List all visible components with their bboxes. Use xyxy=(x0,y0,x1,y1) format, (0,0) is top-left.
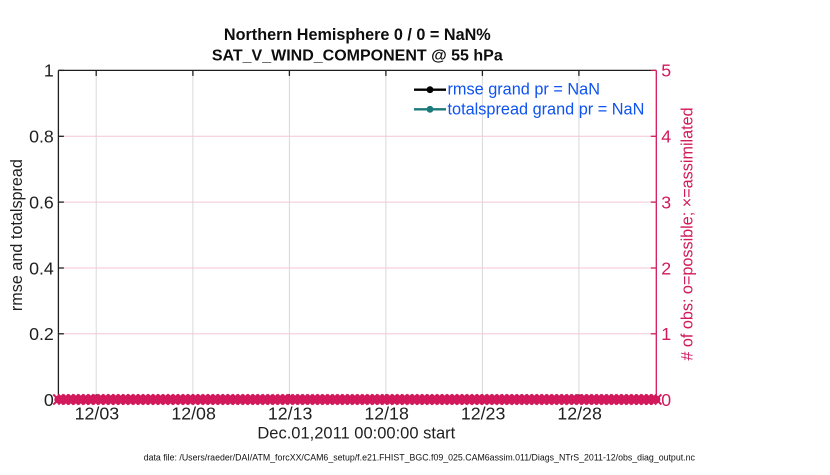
svg-text:rmse and totalspread: rmse and totalspread xyxy=(8,159,26,311)
svg-text:1: 1 xyxy=(661,324,671,344)
svg-text:12/03: 12/03 xyxy=(75,403,120,423)
svg-text:# of obs: o=possible; ×=assimi: # of obs: o=possible; ×=assimilated xyxy=(679,107,697,360)
svg-text:0.4: 0.4 xyxy=(29,258,54,278)
svg-text:Northern Hemisphere 0 / 0 = Na: Northern Hemisphere 0 / 0 = NaN% xyxy=(224,26,491,44)
svg-text:0: 0 xyxy=(661,390,671,410)
svg-text:3: 3 xyxy=(661,192,671,212)
svg-text:SAT_V_WIND_COMPONENT @ 55 hPa: SAT_V_WIND_COMPONENT @ 55 hPa xyxy=(212,47,503,64)
svg-text:rmse grand pr = NaN: rmse grand pr = NaN xyxy=(448,81,600,99)
svg-text:5: 5 xyxy=(661,61,671,81)
svg-text:Dec.01,2011 00:00:00 start: Dec.01,2011 00:00:00 start xyxy=(257,425,455,443)
svg-text:12/08: 12/08 xyxy=(171,403,216,423)
svg-text:data file: /Users/raeder/DAI/A: data file: /Users/raeder/DAI/ATM_forcXX/… xyxy=(144,452,696,462)
svg-text:12/23: 12/23 xyxy=(461,403,506,423)
svg-text:0: 0 xyxy=(44,390,54,410)
svg-text:12/28: 12/28 xyxy=(557,403,602,423)
svg-text:4: 4 xyxy=(661,127,671,147)
svg-text:0.8: 0.8 xyxy=(29,127,54,147)
svg-text:0.2: 0.2 xyxy=(29,324,54,344)
svg-text:0.6: 0.6 xyxy=(29,192,54,212)
svg-text:totalspread grand pr = NaN: totalspread grand pr = NaN xyxy=(448,100,645,118)
svg-text:12/18: 12/18 xyxy=(364,403,409,423)
svg-text:12/13: 12/13 xyxy=(268,403,313,423)
svg-text:2: 2 xyxy=(661,258,671,278)
svg-text:1: 1 xyxy=(44,61,54,81)
